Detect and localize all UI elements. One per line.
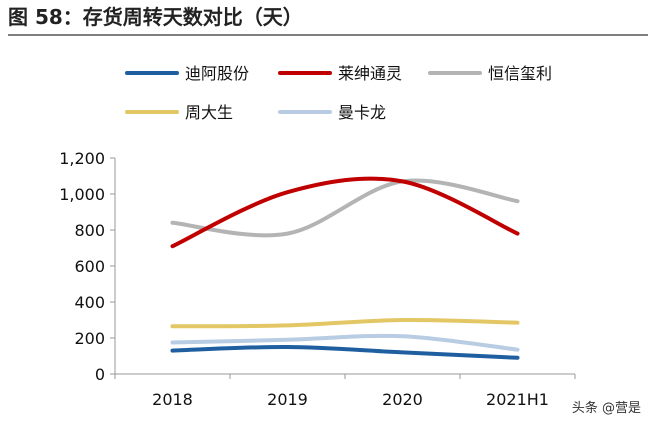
- y-tick-label: 200: [74, 329, 105, 348]
- watermark: 头条 @营是: [567, 396, 645, 417]
- legend-label: 莱绅通灵: [338, 64, 402, 83]
- x-tick-label: 2021H1: [486, 390, 549, 409]
- y-tick-label: 600: [74, 257, 105, 276]
- series-line: [170, 333, 520, 352]
- legend-label: 迪阿股份: [185, 64, 249, 83]
- series-line: [170, 178, 520, 238]
- x-tick-label: 2019: [267, 390, 308, 409]
- y-tick-label: 1,000: [59, 185, 105, 204]
- legend-label: 曼卡龙: [338, 103, 386, 122]
- y-tick-label: 800: [74, 221, 105, 240]
- series-line: [170, 176, 520, 249]
- y-tick-label: 0: [95, 365, 105, 384]
- title-divider: [8, 34, 648, 36]
- legend-label: 恒信玺利: [488, 64, 552, 83]
- y-tick-label: 400: [74, 293, 105, 312]
- x-tick-label: 2020: [382, 390, 423, 409]
- series-line: [170, 344, 520, 360]
- x-tick-label: 2018: [152, 390, 193, 409]
- figure-title: 图 58：存货周转天数对比（天）: [8, 5, 303, 29]
- y-tick-label: 1,200: [59, 149, 105, 168]
- legend-label: 周大生: [185, 103, 233, 122]
- series-line: [170, 317, 520, 329]
